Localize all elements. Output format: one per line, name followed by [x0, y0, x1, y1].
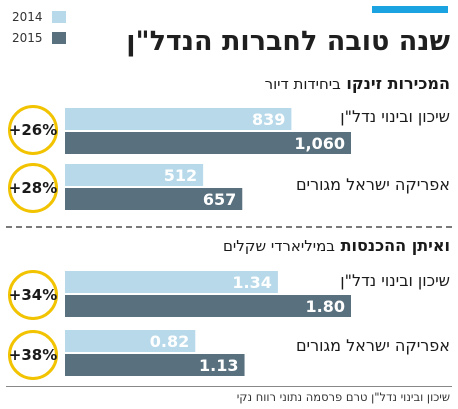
source-note: שיכון ובינוי נדל"ן טרם פרסמה נתוני רווח …	[236, 390, 450, 404]
bar-revenue-africa-2015	[65, 354, 245, 376]
revenue-subtitle: במיליארדי שקלים	[222, 237, 335, 255]
category-label-africa-revenue: אפריקה ישראל מגורים	[295, 336, 450, 355]
legend-label-2014: 2014	[12, 10, 43, 24]
sales-subtitle: ביחידות דיור	[264, 75, 341, 93]
bar-value-label-sales-africa-2015: 657	[203, 190, 236, 209]
category-label-shikun-revenue: שיכון ובינוי נדל"ן	[340, 271, 450, 290]
category-label-africa-sales: אפריקה ישראל מגורים	[295, 175, 450, 194]
accent-bar	[372, 6, 448, 13]
bar-value-label-revenue-shikun-2014: 1.34	[232, 273, 271, 292]
revenue-section-title: ואיתן ההכנסות במיליארדי שקלים	[223, 236, 450, 255]
legend-swatch-2015	[52, 32, 66, 44]
revenue-title: ואיתן ההכנסות	[340, 236, 450, 255]
legend-swatch-2014	[52, 11, 66, 23]
bar-value-label-revenue-africa-2015: 1.13	[199, 356, 238, 375]
legend-label-2015: 2015	[12, 31, 43, 45]
sales-title: המכירות זינקו	[346, 74, 450, 93]
change-badge-shikun-revenue: +34%	[8, 270, 58, 320]
legend-item-2014: 2014	[12, 10, 66, 24]
bar-value-label-revenue-shikun-2015: 1.80	[306, 297, 345, 316]
change-value: +28%	[8, 179, 58, 197]
bar-value-label-sales-shikun-2015: 1,060	[294, 134, 345, 153]
sales-section-title: המכירות זינקו ביחידות דיור	[265, 74, 450, 93]
section-divider	[6, 226, 452, 228]
change-badge-africa-revenue: +38%	[8, 330, 58, 380]
legend-item-2015: 2015	[12, 31, 66, 45]
bar-sales-africa-2014	[65, 164, 204, 186]
bar-revenue-shikun-2015	[65, 295, 351, 317]
bar-value-label-sales-africa-2014: 512	[164, 166, 197, 185]
change-value: +38%	[8, 346, 58, 364]
bar-value-label-sales-shikun-2014: 839	[252, 110, 285, 129]
change-value: +34%	[8, 286, 58, 304]
bar-revenue-africa-2014	[65, 330, 196, 352]
change-badge-shikun-sales: +26%	[8, 105, 58, 155]
change-badge-africa-sales: +28%	[8, 163, 58, 213]
category-label-shikun-sales: שיכון ובינוי נדל"ן	[340, 107, 450, 126]
bar-sales-africa-2015	[65, 188, 243, 210]
bar-revenue-shikun-2014	[65, 271, 278, 293]
change-value: +26%	[8, 121, 58, 139]
page-title: שנה טובה לחברות הנדל"ן	[126, 26, 450, 57]
bar-sales-shikun-2015	[65, 132, 351, 154]
footer-line	[6, 386, 452, 387]
bar-value-label-revenue-africa-2014: 0.82	[150, 332, 189, 351]
bar-sales-shikun-2014	[65, 108, 292, 130]
